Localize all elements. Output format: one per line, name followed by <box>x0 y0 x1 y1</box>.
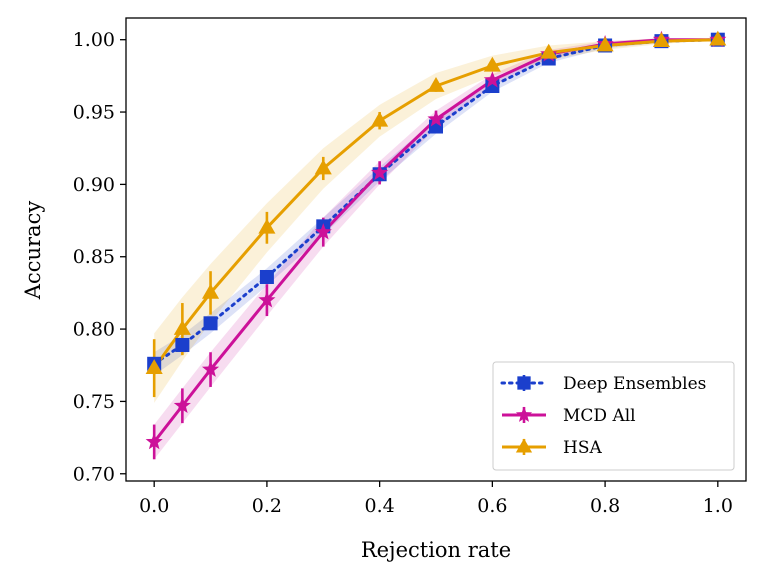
x-tick-label: 0.6 <box>477 495 507 517</box>
y-axis-ticks: 0.70 0.75 0.80 0.85 0.90 0.95 1.00 <box>73 29 126 485</box>
star-marker <box>483 71 501 88</box>
legend-box <box>492 361 735 471</box>
x-tick-label: 0.8 <box>590 495 620 517</box>
x-axis-ticks: 0.0 0.2 0.4 0.6 0.8 1.0 <box>139 481 733 517</box>
y-axis-label: Accuracy <box>21 201 45 301</box>
y-tick-label: 0.75 <box>73 391 115 413</box>
square-marker <box>259 269 274 284</box>
star-marker <box>145 432 163 450</box>
legend-label: Deep Ensembles <box>563 374 706 394</box>
triangle-marker <box>258 218 276 234</box>
x-tick-label: 0.2 <box>252 495 282 517</box>
square-marker <box>517 376 531 390</box>
triangle-marker <box>652 32 671 47</box>
triangle-marker <box>483 56 501 72</box>
y-tick-label: 0.85 <box>73 246 115 268</box>
y-tick-label: 0.80 <box>73 319 115 341</box>
y-tick-label: 0.70 <box>73 463 115 485</box>
star-marker <box>201 360 220 377</box>
star-marker <box>314 223 332 240</box>
triangle-marker <box>173 320 191 335</box>
y-tick-label: 1.00 <box>73 29 115 51</box>
y-tick-label: 0.95 <box>73 102 115 124</box>
star-marker <box>371 163 389 181</box>
square-marker <box>175 337 190 352</box>
series-markers <box>145 30 727 450</box>
star-marker <box>427 110 445 127</box>
square-marker <box>203 316 218 331</box>
y-tick-label: 0.90 <box>73 174 115 196</box>
star-marker <box>515 406 533 422</box>
triangle-marker <box>540 43 558 59</box>
triangle-marker <box>314 159 332 175</box>
x-tick-label: 0.0 <box>139 495 169 517</box>
triangle-marker <box>515 438 533 453</box>
x-axis-label: Rejection rate <box>361 538 511 562</box>
triangle-marker <box>201 283 220 299</box>
triangle-marker <box>145 359 163 374</box>
triangle-marker <box>371 111 389 127</box>
x-tick-label: 1.0 <box>703 495 733 517</box>
star-marker <box>258 291 276 308</box>
triangle-marker <box>427 77 445 92</box>
triangle-marker <box>709 30 727 46</box>
plot-area-frame <box>125 17 747 482</box>
legend-label: HSA <box>563 438 602 458</box>
star-marker <box>173 396 191 414</box>
legend: Deep Ensembles MCD All HSA <box>492 361 735 471</box>
triangle-marker <box>596 36 614 52</box>
legend-label: MCD All <box>563 406 636 426</box>
x-tick-label: 0.4 <box>365 495 395 517</box>
series-line <box>152 38 718 370</box>
